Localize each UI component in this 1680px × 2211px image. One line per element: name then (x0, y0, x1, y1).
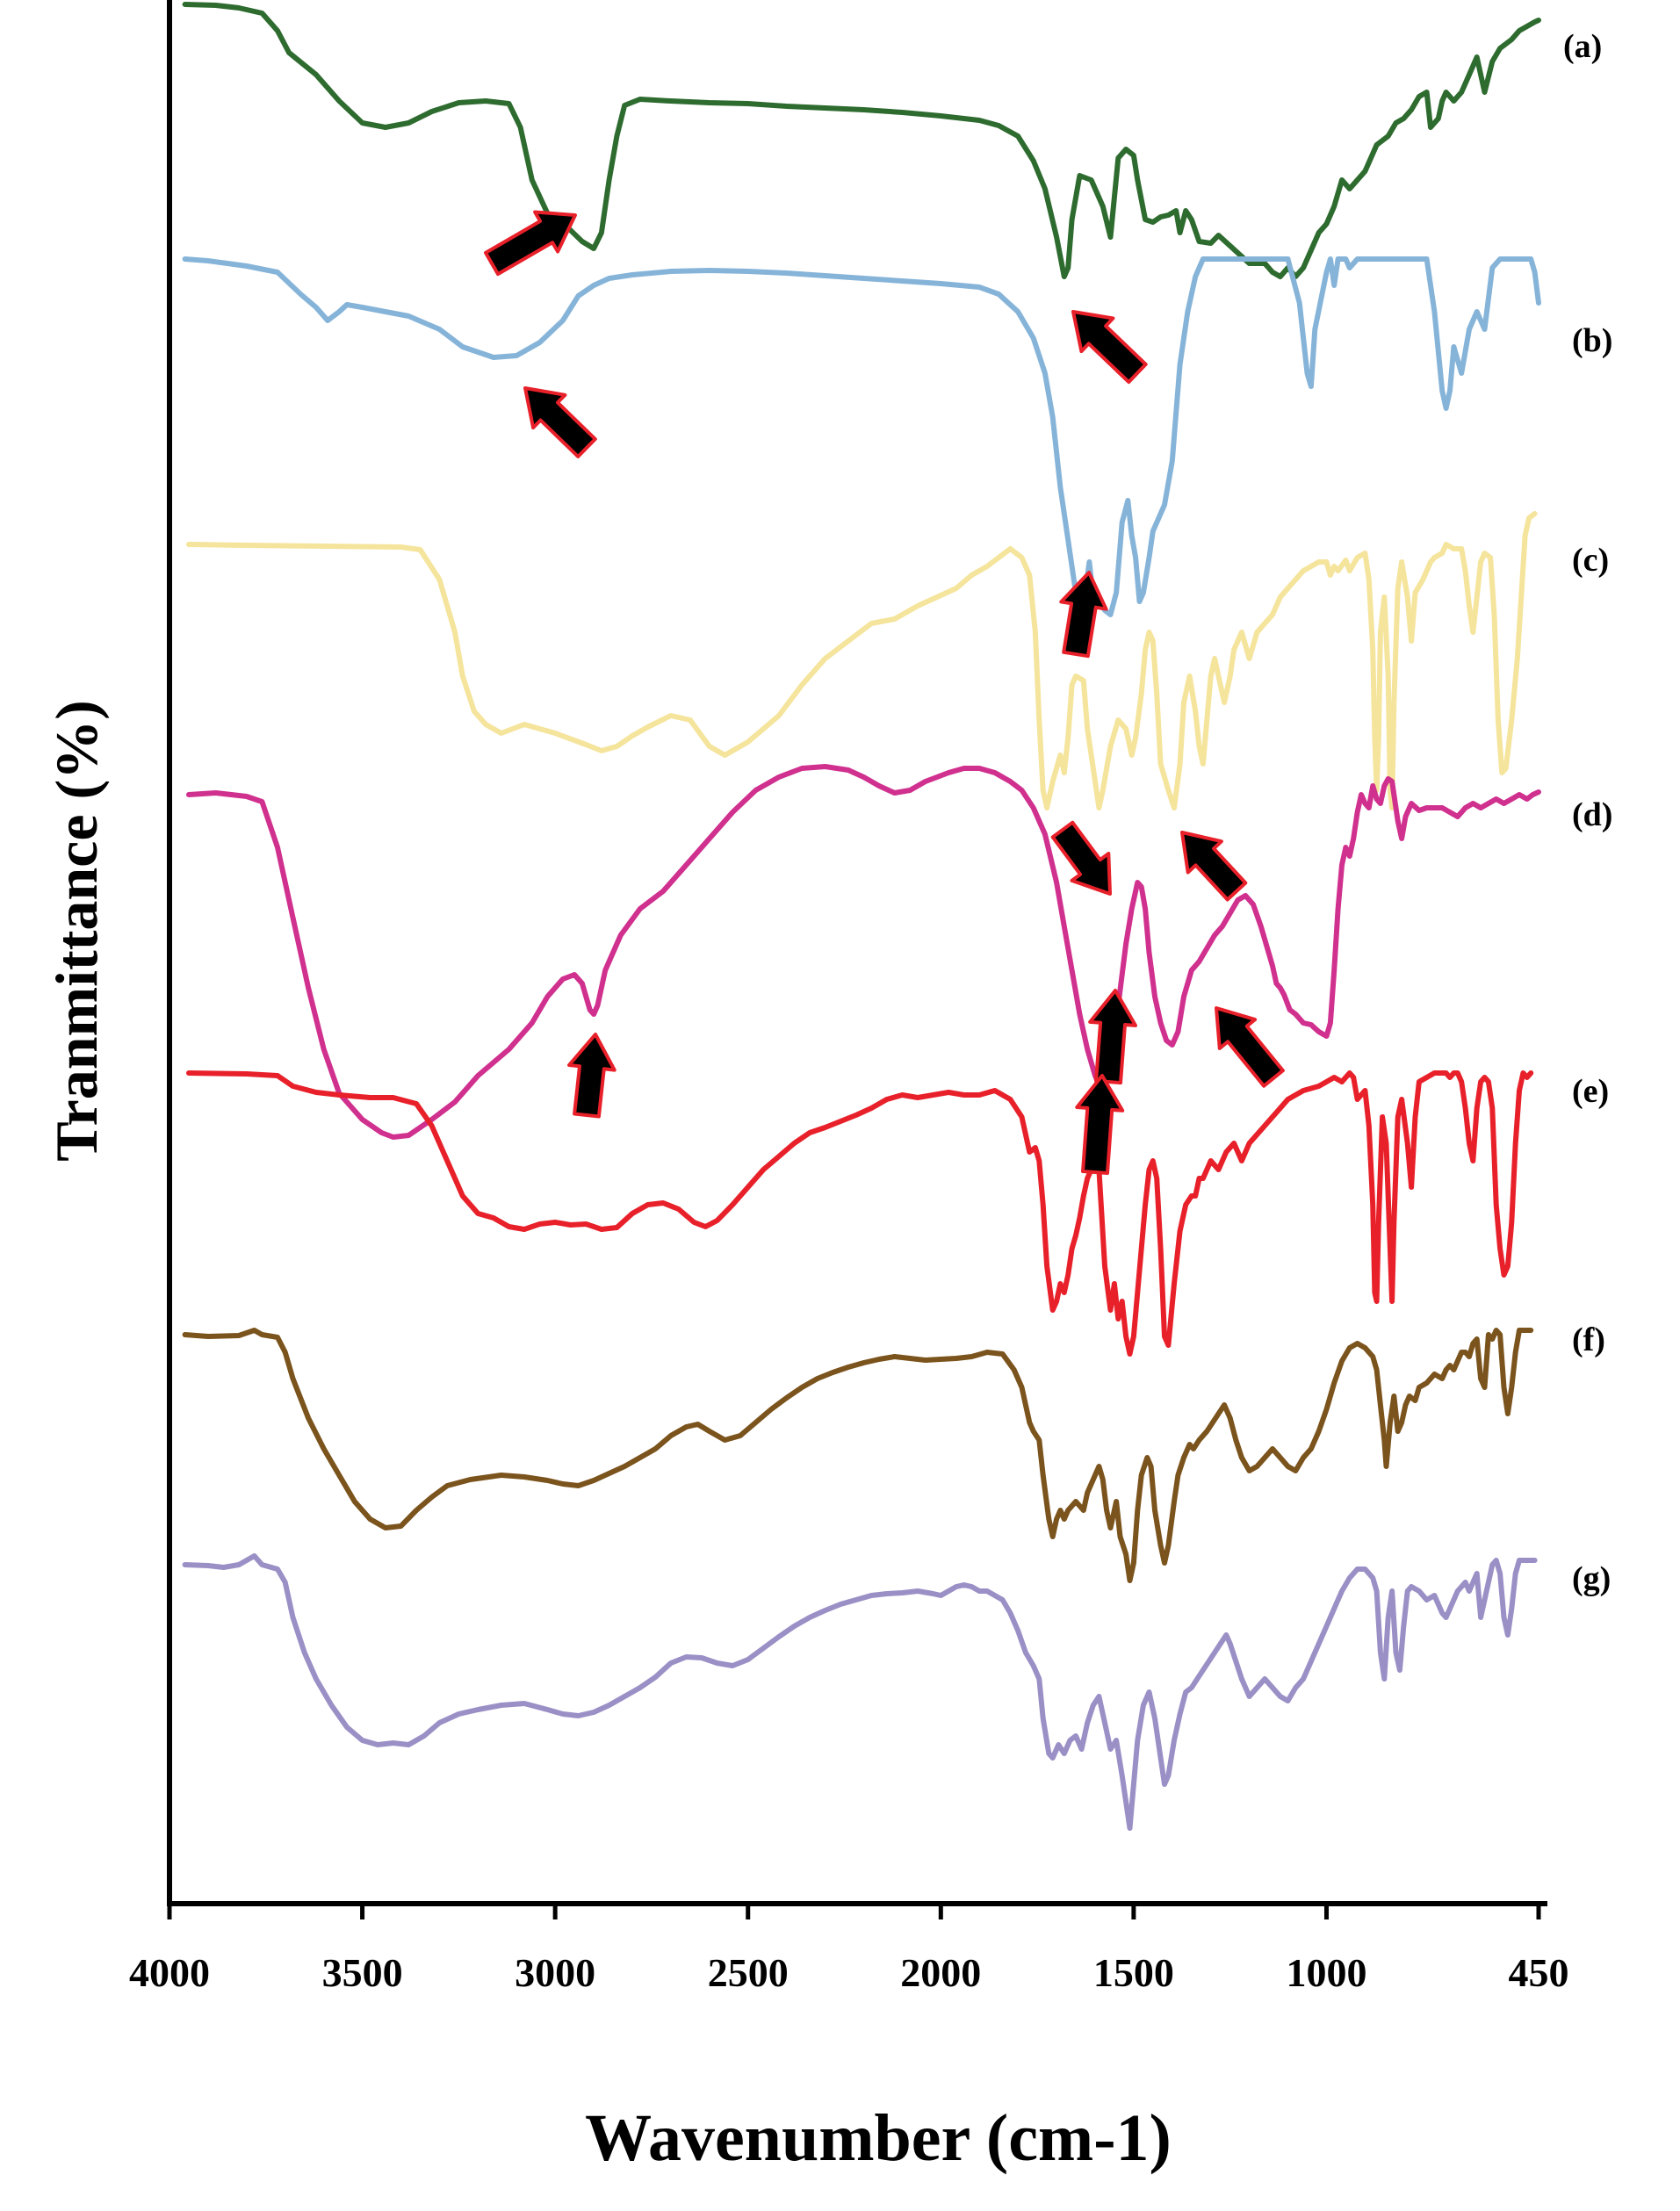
series-line-e (186, 1070, 1534, 1357)
series-layer (182, 2, 1541, 1831)
series-label-g: (g) (1572, 1560, 1611, 1597)
series-line-c (186, 511, 1538, 810)
x-tick-label: 4000 (129, 1950, 210, 1995)
series-label-b: (b) (1572, 322, 1612, 359)
annotation-arrow (523, 386, 597, 458)
x-tick-label: 1500 (1093, 1950, 1174, 1995)
x-tick-layer: 4000 3500 3000 2500 2000 1500 1000 450 (129, 1904, 1569, 1995)
series-label-a: (a) (1563, 28, 1602, 65)
x-tick-label: 3500 (322, 1950, 403, 1995)
x-tick-label: 2500 (708, 1950, 789, 1995)
y-axis-title: Tranmittance (%) (43, 700, 110, 1162)
series-line-b (182, 256, 1541, 617)
series-label-e: (e) (1572, 1073, 1609, 1110)
annotation-arrow (1180, 831, 1248, 902)
annotation-arrow (1050, 820, 1112, 896)
x-tick-label: 2000 (900, 1950, 981, 1995)
series-label-d: (d) (1572, 796, 1612, 833)
annotation-arrow (1215, 1006, 1285, 1088)
annotation-arrow (484, 210, 577, 277)
annotation-arrow (567, 1033, 616, 1119)
series-line-d (186, 764, 1541, 1140)
x-tick-label: 450 (1509, 1950, 1569, 1995)
x-tick-label: 3000 (515, 1950, 595, 1995)
series-line-f (182, 1328, 1534, 1583)
arrow-layer (484, 210, 1285, 1175)
series-label-f: (f) (1572, 1322, 1605, 1358)
annotation-arrow (1075, 1074, 1125, 1175)
series-line-a (182, 2, 1541, 279)
annotation-arrow (1059, 571, 1108, 659)
annotation-arrow (1071, 310, 1148, 385)
series-label-c: (c) (1572, 542, 1609, 579)
x-tick-label: 1000 (1286, 1950, 1366, 1995)
x-axis-title: Wavenumber (cm-1) (585, 2101, 1172, 2175)
annotation-arrow (1088, 989, 1137, 1085)
series-label-layer: (a) (b) (c) (d) (e) (f) (g) (1563, 28, 1612, 1597)
series-line-g (182, 1553, 1538, 1831)
